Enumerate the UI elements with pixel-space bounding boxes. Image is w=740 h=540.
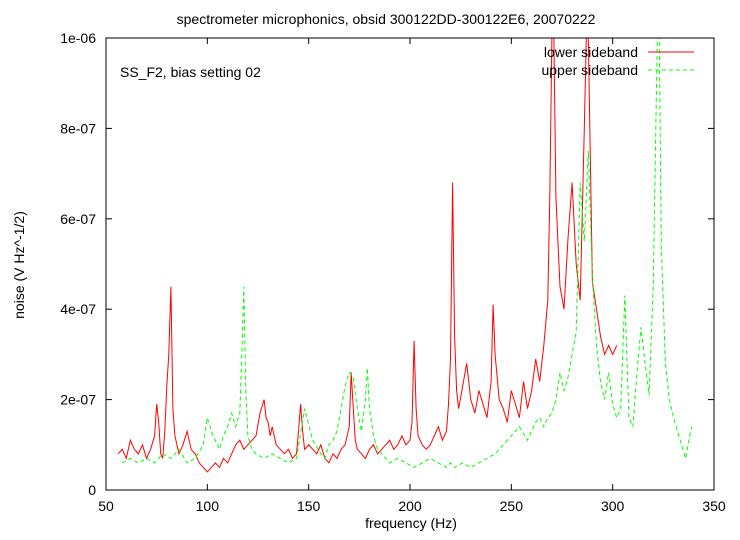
x-tick-label: 200 <box>398 498 422 514</box>
y-tick-label: 0 <box>88 482 96 498</box>
y-tick-label: 6e-07 <box>60 211 96 227</box>
axis-ticks: 50 100 150 200 250 300 350 0 2e-07 4e-07 6e-07 8e-0… <box>60 30 726 514</box>
y-tick-label: 2e-07 <box>60 392 96 408</box>
x-tick-label: 100 <box>196 498 220 514</box>
x-tick-label: 150 <box>297 498 321 514</box>
y-tick-label: 4e-07 <box>60 301 96 317</box>
y-axis-label: noise (V Hz^-1/2) <box>11 211 27 319</box>
series-line-lower-sideband <box>117 38 618 473</box>
x-tick-label: 300 <box>601 498 625 514</box>
legend: lower sideband upper sideband <box>541 44 694 78</box>
x-axis-label: frequency (Hz) <box>365 515 457 531</box>
x-tick-label: 250 <box>500 498 524 514</box>
chart-title: spectrometer microphonics, obsid 300122D… <box>177 11 596 27</box>
y-tick-label: 1e-06 <box>60 30 96 46</box>
plot-annotation: SS_F2, bias setting 02 <box>120 64 261 80</box>
plot-frame <box>105 37 715 491</box>
series-layer <box>117 38 693 473</box>
x-tick-label: 350 <box>702 498 726 514</box>
legend-label: upper sideband <box>541 62 638 78</box>
series-line-upper-sideband <box>121 38 693 469</box>
legend-label: lower sideband <box>544 44 638 60</box>
y-tick-label: 8e-07 <box>60 120 96 136</box>
x-tick-label: 50 <box>98 498 114 514</box>
